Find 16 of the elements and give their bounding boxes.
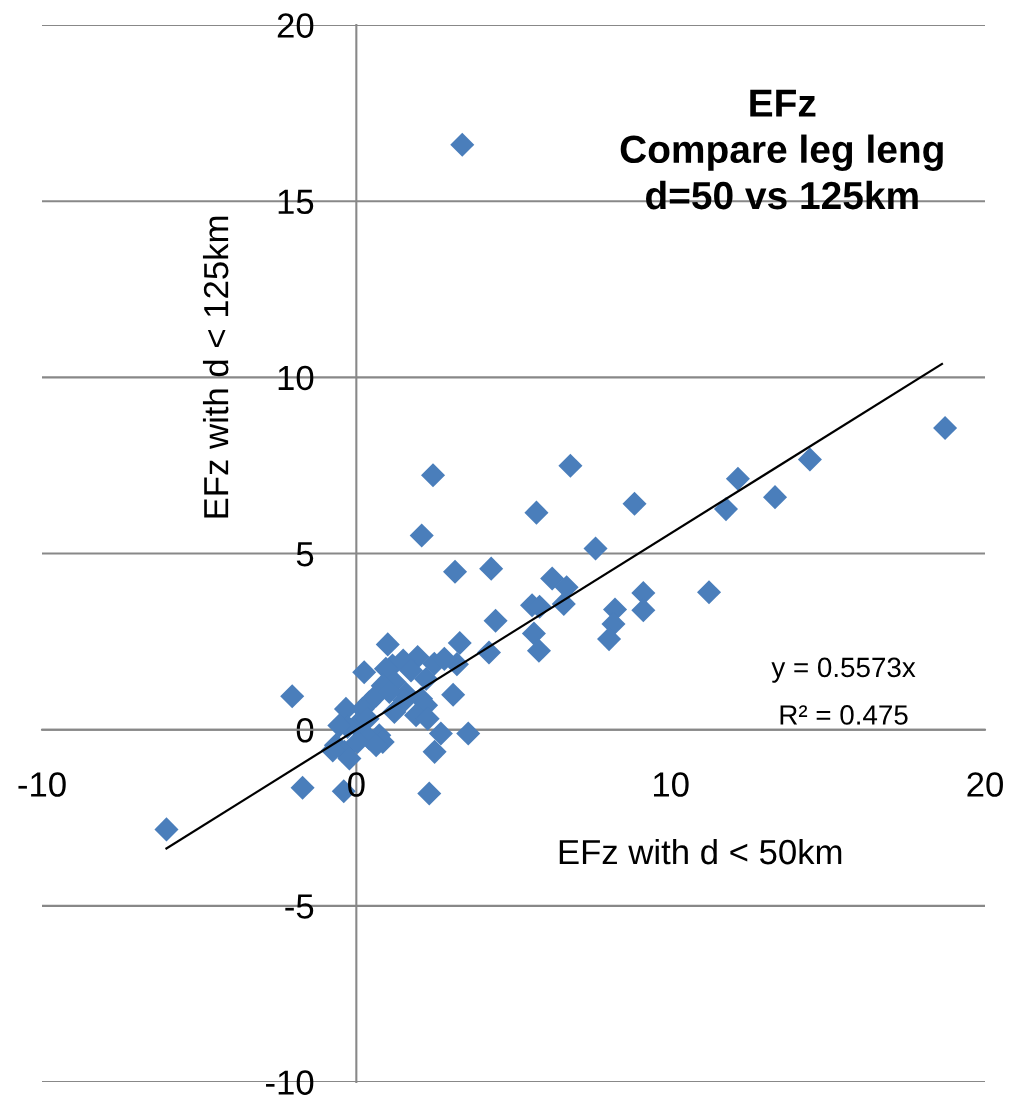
y-tick-label: 10: [278, 365, 314, 391]
y-tick-label: -10: [266, 1070, 314, 1095]
y-tick-label: 20: [277, 13, 314, 38]
x-axis-title: EFz with d < 50km: [559, 838, 842, 865]
annotation: R² = 0.475: [780, 705, 908, 725]
y-tick-label: 5: [296, 542, 314, 567]
text: EFz Compare leg leng d=50 vs 125km: [620, 89, 943, 210]
annotation: y = 0.5573x: [771, 657, 916, 683]
y-axis-title: EFz with d < 125km: [202, 216, 229, 518]
y-tick-label: 15: [278, 189, 314, 215]
x-tick-label: -10: [18, 772, 66, 797]
y-tick-label: 0: [296, 718, 314, 743]
y-tick-label: -5: [285, 894, 314, 919]
x-tick-label: 20: [967, 772, 1003, 797]
x-tick-label: 0: [348, 772, 365, 797]
x-tick-label: 10: [654, 772, 689, 797]
